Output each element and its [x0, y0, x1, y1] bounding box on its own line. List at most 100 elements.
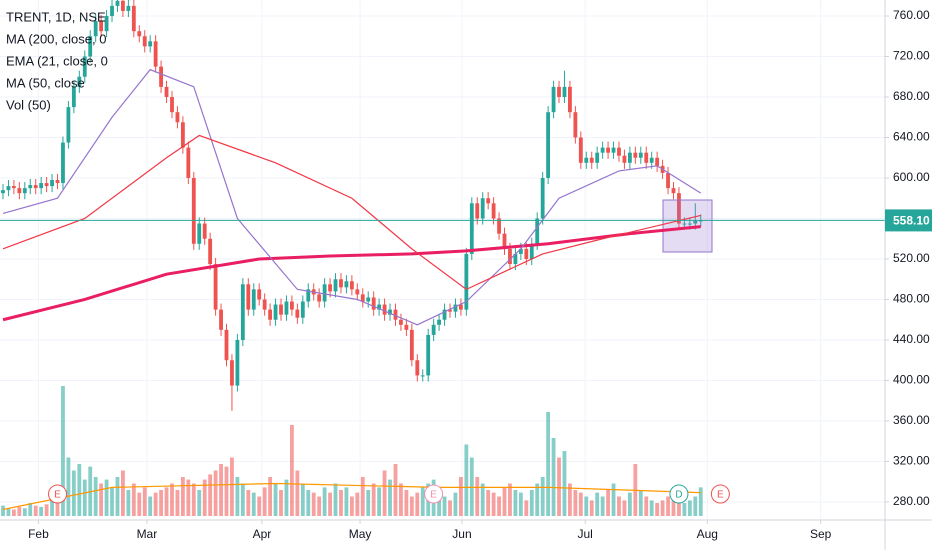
- candle-body: [344, 281, 349, 288]
- candle-body: [655, 157, 660, 166]
- volume-bar: [55, 500, 60, 516]
- candle-body: [366, 297, 371, 302]
- candle-body: [491, 203, 496, 219]
- candle-body: [649, 157, 654, 163]
- candle-body: [399, 319, 403, 325]
- ma-line: [2, 482, 701, 511]
- candle-body: [377, 304, 382, 310]
- candle-body: [339, 279, 343, 288]
- volume-bar: [219, 464, 223, 516]
- candle-body: [524, 248, 529, 259]
- volume-bar: [71, 470, 76, 516]
- volume-bar: [611, 483, 616, 516]
- legend-item[interactable]: MA (50, close: [6, 75, 85, 90]
- volume-bar: [6, 508, 11, 516]
- legend-item[interactable]: EMA (21, close, 0: [6, 53, 108, 68]
- volume-bar: [349, 496, 354, 516]
- candle-body: [475, 203, 480, 219]
- volume-bar: [693, 496, 698, 516]
- y-tick-label: 320.00: [893, 454, 930, 468]
- volume-bar: [148, 496, 153, 516]
- candle-body: [371, 297, 376, 310]
- volume-bar: [638, 490, 643, 516]
- volume-bar: [458, 477, 463, 516]
- candle-body: [584, 157, 589, 163]
- volume-bar: [279, 490, 283, 516]
- volume-bar: [469, 457, 474, 516]
- candle-body: [142, 36, 147, 47]
- volume-bar: [251, 492, 256, 516]
- volume-bar: [61, 386, 65, 516]
- candle-body: [273, 304, 278, 320]
- volume-bar: [568, 483, 572, 516]
- x-tick-label: Aug: [697, 527, 718, 541]
- volume-bar: [213, 470, 218, 516]
- candle-body: [480, 198, 485, 219]
- volume-bar: [655, 503, 660, 516]
- candle-body: [502, 233, 507, 249]
- volume-bar: [306, 490, 311, 516]
- volume-bar: [360, 477, 365, 516]
- candle-body: [39, 183, 44, 189]
- candle-body: [666, 172, 670, 189]
- volume-bar: [131, 483, 136, 516]
- candle-body: [497, 218, 501, 234]
- volume-bar: [529, 490, 534, 516]
- volume-bar: [578, 492, 583, 516]
- candle-body: [469, 203, 474, 254]
- volume-bar: [328, 492, 332, 516]
- volume-bar: [420, 487, 425, 516]
- volume-bar: [698, 487, 703, 516]
- candle-body: [110, 5, 114, 16]
- candle-body: [393, 309, 398, 320]
- candle-body: [355, 289, 360, 295]
- candle-body: [627, 152, 632, 163]
- legend-item[interactable]: MA (200, close, 0: [6, 31, 106, 46]
- candle-body: [562, 86, 567, 97]
- volume-bar: [649, 500, 654, 516]
- candle-body: [551, 86, 556, 113]
- volume-bar: [175, 490, 180, 516]
- volume-bar: [644, 496, 649, 516]
- candle-body: [508, 248, 512, 265]
- candle-body: [126, 5, 131, 11]
- candle-body: [638, 152, 643, 158]
- candle-body: [486, 198, 491, 204]
- volume-bar: [508, 483, 512, 516]
- y-tick-label: 360.00: [893, 413, 930, 427]
- x-tick-label: Feb: [28, 527, 49, 541]
- volume-bar: [170, 483, 174, 516]
- volume-bar: [39, 506, 44, 516]
- volume-bar: [240, 483, 245, 516]
- volume-bar: [415, 492, 420, 516]
- volume-bar: [93, 477, 98, 516]
- volume-bar: [164, 487, 169, 516]
- candle-body: [137, 31, 142, 37]
- candle-body: [186, 147, 191, 178]
- volume-bar: [202, 479, 207, 516]
- volume-bar: [11, 509, 16, 516]
- volume-bar: [110, 487, 114, 516]
- volume-bar: [377, 487, 382, 516]
- volume-bar: [197, 490, 202, 516]
- event-marker: [48, 484, 68, 504]
- legend-item[interactable]: Vol (50): [6, 97, 51, 112]
- volume-bar: [502, 487, 507, 516]
- volume-bar: [230, 457, 234, 516]
- volume-bar: [409, 496, 414, 516]
- y-tick-label: 400.00: [893, 373, 930, 387]
- volume-bar: [66, 457, 71, 516]
- volume-bar: [224, 466, 229, 516]
- candle-body: [437, 319, 442, 325]
- volume-bar: [518, 492, 523, 516]
- candle-body: [317, 294, 322, 302]
- volume-bar: [137, 492, 142, 516]
- ma-line: [2, 134, 701, 291]
- volume-bar: [159, 490, 163, 516]
- candle-body: [11, 186, 16, 189]
- y-tick-label: 760.00: [893, 8, 930, 22]
- volume-bar: [208, 474, 213, 516]
- candle-body: [77, 76, 82, 87]
- x-tick-label: Jun: [452, 527, 471, 541]
- volume-bar: [677, 492, 681, 516]
